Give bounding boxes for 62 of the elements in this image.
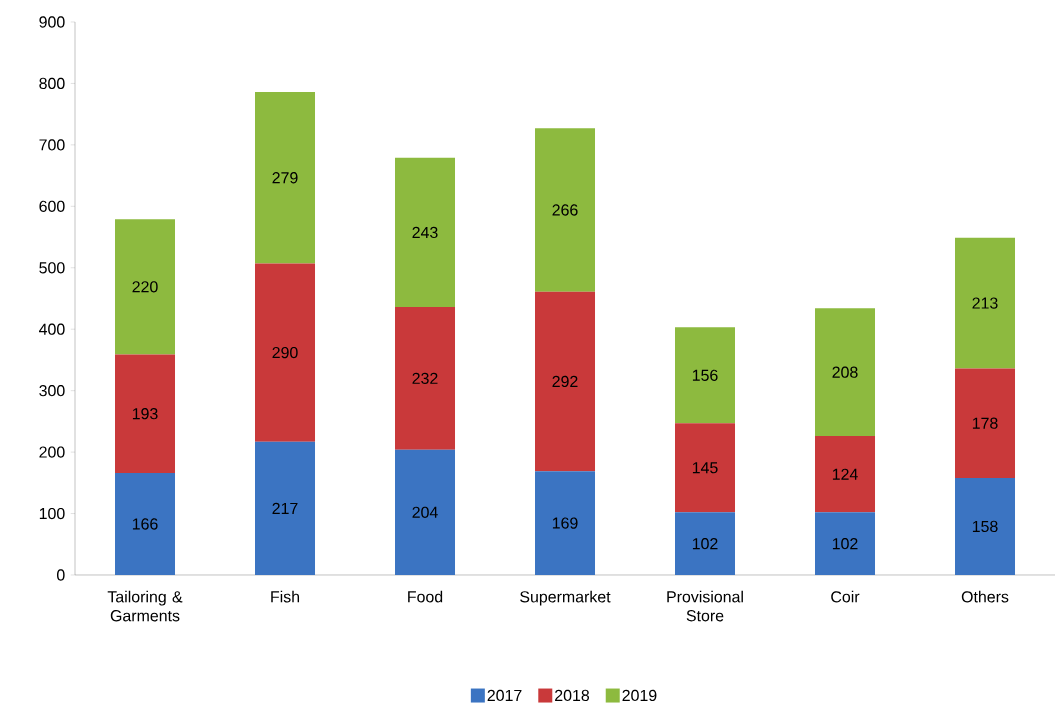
data-label: 166 [132,518,158,530]
data-label: 193 [132,408,158,420]
legend-label: 2018 [555,689,590,702]
data-label: 158 [972,520,998,533]
bar [535,471,596,575]
bar [815,308,876,437]
legend-label: 2019 [622,689,657,702]
bar [115,354,176,473]
data-label: 266 [552,204,578,216]
bar [255,441,316,575]
y-tick-label: 700 [39,139,65,151]
data-label: 156 [692,369,718,381]
bar [255,263,316,442]
data-label: 243 [412,226,438,239]
x-tick-label: Food [408,590,443,603]
bar [255,92,316,264]
bar [115,219,176,355]
data-label: 279 [272,172,298,184]
data-label: 102 [832,538,858,550]
bar [955,477,1016,575]
x-tick-label: Supermarket [520,590,611,606]
y-tick-label: 300 [39,385,65,397]
x-tick-label: Fish [271,590,300,603]
bar [815,436,876,513]
bar [675,327,736,424]
data-label: 102 [692,538,718,550]
data-label: 213 [972,297,998,309]
bar [395,449,456,575]
data-label: 208 [832,366,858,378]
data-label: 232 [412,372,438,385]
data-label: 217 [272,502,298,514]
x-tick-label: Tailoring & Garments [107,590,183,622]
data-label: 220 [132,281,158,293]
y-tick-label: 0 [57,569,65,581]
y-tick-label: 800 [39,77,65,90]
y-tick-label: 200 [39,446,65,458]
y-tick-label: 500 [39,262,65,274]
data-label: 145 [692,462,718,474]
data-label: 124 [832,468,858,480]
legend-label: 2017 [487,689,522,702]
bar [395,157,456,308]
bar [115,472,176,575]
y-tick-label: 400 [39,323,65,335]
data-label: 169 [552,517,578,529]
y-tick-label: 100 [39,507,65,520]
bar [395,307,456,450]
bar [535,128,596,292]
data-label: 290 [272,346,298,359]
data-label: 292 [552,375,578,388]
data-label: 178 [972,417,998,429]
bar [675,423,736,513]
y-tick-label: 600 [39,200,65,212]
bar [815,512,876,575]
data-label: 204 [412,506,438,518]
bar [675,512,736,575]
bar [955,368,1016,478]
x-tick-label: Provisional Store [667,590,743,622]
y-tick-label: 900 [39,16,65,28]
x-tick-label: Coir [831,590,860,603]
bar [535,291,596,472]
bar [955,237,1016,369]
x-tick-label: Others [961,590,1009,603]
